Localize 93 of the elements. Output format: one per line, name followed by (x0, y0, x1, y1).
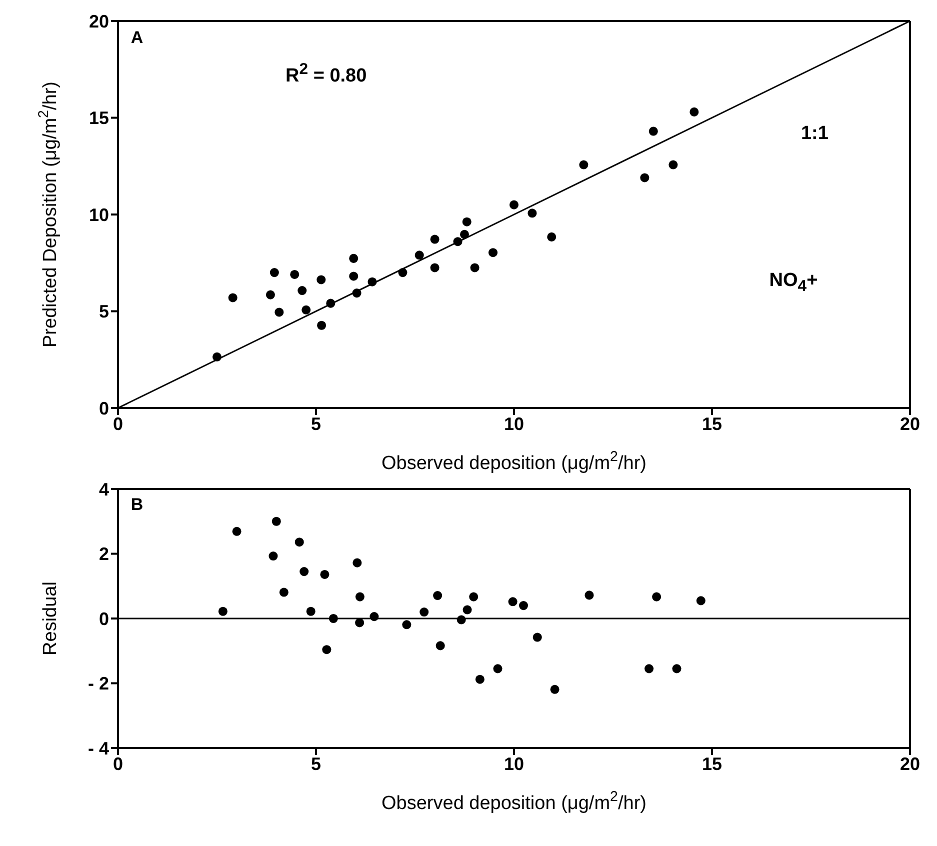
point (212, 352, 222, 362)
point (430, 263, 440, 272)
point (584, 590, 594, 600)
point (652, 592, 662, 602)
point (518, 601, 528, 610)
point (640, 173, 650, 182)
point (368, 277, 377, 286)
y-tick-label: 2 (98, 544, 109, 564)
point (355, 618, 364, 628)
point (672, 664, 682, 674)
point (420, 608, 429, 617)
point (270, 268, 279, 278)
y-tick-label: 0 (98, 608, 109, 629)
point (328, 614, 338, 624)
point (509, 200, 519, 210)
y-tick-label: 10 (88, 204, 109, 225)
point (232, 526, 242, 536)
y-tick-label: 5 (98, 302, 109, 322)
x-tick-label: 0 (112, 414, 124, 434)
point (532, 632, 542, 642)
point (430, 234, 440, 244)
point (294, 538, 304, 547)
point (298, 286, 307, 296)
y-tick-label: - 4 (88, 738, 109, 758)
x-tick-label: 5 (310, 754, 322, 774)
y-tick-label: - 2 (88, 674, 109, 694)
point (316, 275, 326, 284)
point (398, 268, 408, 278)
annotation: R$^{2}$ = 0.80 (286, 60, 367, 88)
point (469, 592, 478, 602)
y-axis-title: Residual (40, 582, 61, 656)
x-axis-title: Observed deposition (μg/m$^{2}$/hr) (382, 449, 646, 474)
point (696, 596, 706, 606)
point (668, 160, 678, 170)
point (228, 293, 238, 302)
x-tick-label: 5 (310, 414, 322, 434)
point (352, 288, 362, 298)
annotation: B (130, 495, 144, 516)
point (355, 592, 364, 602)
annotation: 1:1 (800, 122, 828, 145)
point (326, 298, 336, 308)
x-axis-title: Observed deposition (μg/m$^{2}$/hr) (382, 789, 646, 814)
point (475, 674, 484, 684)
point (266, 290, 275, 300)
point (322, 645, 332, 654)
point (508, 597, 518, 606)
point (433, 591, 442, 600)
point (644, 664, 654, 674)
point (349, 272, 358, 281)
point (470, 263, 480, 272)
point (488, 248, 498, 258)
x-tick-label: 10 (504, 754, 524, 774)
point (290, 270, 300, 279)
point (462, 217, 472, 226)
point (268, 552, 278, 561)
x-tick-label: 20 (900, 754, 920, 774)
x-tick-label: 20 (900, 414, 920, 434)
point (579, 160, 588, 170)
x-tick-label: 15 (702, 754, 722, 774)
point (550, 684, 560, 694)
point (306, 606, 316, 616)
point (453, 237, 462, 246)
point (648, 126, 658, 136)
point (279, 588, 288, 597)
point (272, 516, 281, 526)
point (456, 615, 466, 624)
y-tick-label: 0 (98, 398, 109, 418)
x-tick-label: 15 (702, 414, 722, 434)
x-tick-label: 0 (112, 754, 124, 774)
point (547, 232, 556, 242)
point (528, 208, 537, 218)
point (462, 605, 472, 614)
point (414, 250, 424, 260)
point (690, 107, 699, 116)
point (402, 620, 412, 630)
point (300, 567, 309, 576)
point (218, 606, 228, 616)
point (320, 570, 330, 579)
annotation: A (130, 28, 144, 48)
point (436, 641, 445, 650)
annotation: NO$_{4}$+ (769, 270, 818, 296)
x-tick-label: 10 (504, 414, 524, 434)
point (493, 664, 502, 674)
y-tick-label: 20 (88, 11, 109, 32)
point (349, 254, 358, 263)
point (302, 305, 311, 314)
point (370, 612, 379, 622)
point (352, 558, 362, 568)
point (317, 320, 326, 330)
point (460, 230, 470, 239)
point (274, 308, 284, 317)
y-tick-label: 4 (98, 479, 109, 500)
y-tick-label: 15 (88, 108, 109, 128)
